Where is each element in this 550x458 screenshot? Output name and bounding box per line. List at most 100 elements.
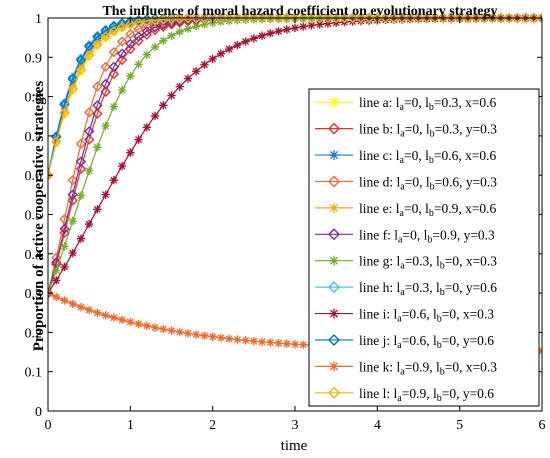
- data-point: [183, 24, 193, 33]
- data-point: [60, 105, 69, 115]
- data-point: [462, 12, 474, 24]
- data-point: [92, 81, 103, 92]
- data-point: [439, 14, 448, 23]
- data-point: [76, 67, 86, 76]
- data-point: [414, 14, 423, 24]
- data-point: [397, 15, 407, 24]
- x-tick-label: 1: [127, 418, 134, 433]
- data-point: [273, 12, 284, 24]
- data-point: [274, 14, 283, 23]
- data-point: [75, 138, 87, 150]
- data-point: [266, 29, 275, 38]
- data-point: [100, 61, 111, 73]
- data-point: [150, 42, 160, 52]
- data-point: [51, 136, 62, 148]
- data-point: [356, 16, 366, 26]
- legend-marker: [328, 122, 340, 135]
- data-point: [84, 43, 94, 52]
- legend-entry: line c: la=0, lb=0.6, x=0.6: [315, 148, 497, 166]
- data-point: [241, 336, 250, 345]
- data-point: [487, 12, 498, 24]
- data-point: [142, 321, 151, 331]
- x-tick-label: 0: [45, 418, 52, 433]
- data-point: [159, 324, 168, 334]
- data-point: [298, 12, 309, 24]
- y-tick-label: 0: [35, 405, 42, 420]
- data-point: [100, 31, 111, 42]
- data-point: [100, 78, 111, 90]
- data-point: [241, 37, 250, 46]
- data-point: [322, 12, 334, 24]
- data-point: [116, 36, 128, 47]
- data-point: [68, 248, 77, 258]
- data-point: [52, 292, 61, 302]
- legend-label: line i: la=0.6, lb=0, x=0.3: [359, 307, 494, 325]
- data-point: [175, 82, 184, 91]
- legend-marker: [329, 361, 339, 372]
- data-point: [167, 91, 176, 100]
- legend: line a: la=0, lb=0.3, x=0.6 line b: la=0,…: [308, 88, 540, 407]
- data-point: [117, 315, 127, 325]
- data-point: [84, 166, 94, 175]
- data-point: [126, 148, 135, 157]
- data-point: [347, 12, 358, 24]
- y-tick-label: 0.9: [25, 51, 43, 66]
- data-point: [141, 26, 152, 37]
- data-point: [216, 333, 226, 342]
- data-point: [159, 101, 168, 110]
- data-point: [126, 317, 135, 327]
- data-point: [240, 12, 251, 24]
- legend-label: line d: la=0, lb=0.6, y=0.3: [359, 174, 497, 192]
- data-point: [256, 12, 268, 24]
- data-point: [241, 15, 250, 24]
- data-point: [133, 31, 144, 42]
- data-point: [109, 176, 119, 185]
- data-point: [67, 195, 78, 206]
- data-point: [117, 21, 127, 30]
- chart-title: The influence of moral hazard coefficien…: [102, 4, 497, 19]
- data-point: [93, 205, 102, 214]
- y-tick-label: 0.5: [25, 209, 43, 224]
- data-point: [388, 12, 399, 24]
- legend-marker: [328, 333, 340, 346]
- legend-entry: line f: la=0, lb=0.9, y=0.3: [315, 227, 495, 245]
- data-point: [52, 276, 61, 285]
- data-point: [93, 308, 102, 317]
- data-point: [224, 334, 234, 343]
- data-point: [125, 19, 136, 30]
- data-point: [150, 323, 160, 332]
- data-point: [315, 20, 324, 29]
- data-point: [68, 299, 77, 309]
- data-point: [389, 15, 398, 24]
- data-point: [76, 57, 86, 66]
- data-point: [192, 330, 201, 339]
- y-tick-label: 1: [35, 12, 42, 27]
- data-point: [323, 19, 333, 28]
- data-point: [430, 14, 440, 23]
- data-point: [380, 12, 391, 24]
- data-point: [149, 14, 161, 26]
- data-point: [92, 100, 103, 111]
- legend-label: line g: la=0.3, lb=0, x=0.3: [359, 254, 497, 272]
- data-point: [59, 97, 70, 109]
- data-point: [306, 12, 317, 24]
- legend-label: line b: la=0, lb=0.3, y=0.3: [359, 122, 497, 140]
- y-tick-label: 0.7: [25, 130, 43, 145]
- data-point: [249, 336, 259, 346]
- legend-marker: [328, 281, 340, 294]
- data-point: [150, 111, 160, 121]
- legend-entry: line b: la=0, lb=0.3, y=0.3: [315, 122, 497, 140]
- data-point: [192, 22, 201, 31]
- legend-marker: [329, 97, 339, 108]
- data-point: [307, 21, 316, 30]
- data-point: [59, 107, 70, 119]
- data-point: [142, 16, 151, 25]
- data-point: [93, 41, 102, 51]
- data-point: [76, 234, 86, 243]
- data-point: [67, 73, 78, 85]
- data-point: [133, 17, 144, 28]
- data-point: [503, 12, 515, 24]
- data-point: [75, 53, 87, 64]
- legend-label: line c: la=0, lb=0.6, x=0.6: [359, 148, 497, 166]
- data-point: [174, 13, 185, 24]
